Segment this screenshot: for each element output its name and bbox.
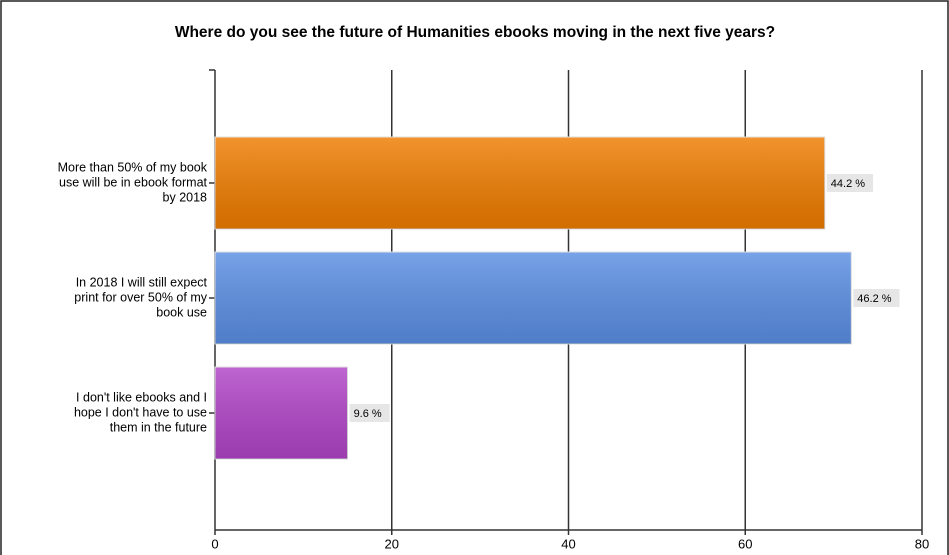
value-label-bg bbox=[826, 174, 874, 192]
bar-shade bbox=[215, 367, 348, 459]
x-tick-label: 60 bbox=[738, 536, 752, 551]
value-label: 44.2 % bbox=[831, 178, 865, 190]
x-tick-label: 40 bbox=[561, 536, 575, 551]
value-label: 9.6 % bbox=[354, 408, 382, 420]
y-tick-label: I don't like ebooks and I hope I don't h… bbox=[73, 390, 207, 435]
value-label-bg bbox=[853, 289, 900, 307]
bar-shade bbox=[215, 252, 852, 344]
chart-title: Where do you see the future of Humanitie… bbox=[175, 24, 775, 41]
x-tick-label: 0 bbox=[211, 536, 218, 551]
bar-shade bbox=[215, 137, 825, 229]
value-label-bg bbox=[349, 404, 390, 422]
x-tick-label: 20 bbox=[385, 536, 399, 551]
x-tick-label: 80 bbox=[915, 536, 929, 551]
y-tick-label: In 2018 I will still expect print for ov… bbox=[74, 275, 207, 320]
value-label: 46.2 % bbox=[857, 293, 891, 305]
y-tick-label: More than 50% of my book use will be in … bbox=[57, 160, 207, 205]
